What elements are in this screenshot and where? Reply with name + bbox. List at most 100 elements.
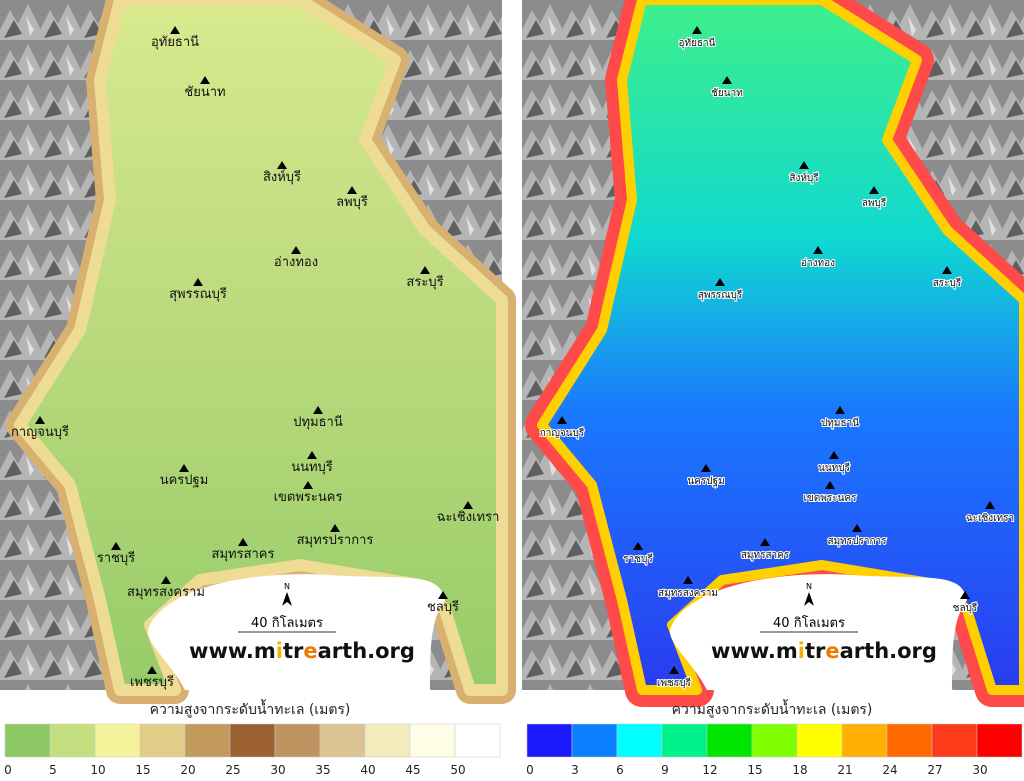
legend-swatch (274, 723, 321, 758)
legend-tick: 5 (49, 763, 57, 777)
legend-swatch (319, 723, 366, 758)
scale-label: 40 กิโลเมตร (251, 615, 323, 631)
watermark: www.mitrearth.org (189, 639, 415, 663)
city-label: อ่างทอง (274, 255, 318, 270)
city-marker (179, 464, 189, 472)
legend-swatch (184, 723, 231, 758)
city-label: ปทุมธานี (293, 414, 343, 430)
legend-swatch (409, 723, 456, 758)
city-label: ราชบุรี (97, 550, 135, 566)
city-marker (633, 542, 643, 550)
north-label: N (284, 582, 290, 591)
city-marker (277, 161, 287, 169)
city-marker (760, 538, 770, 546)
city-marker (330, 524, 340, 532)
city-marker (683, 576, 693, 584)
legend-swatch (571, 723, 618, 758)
city-label: อุทัยธานี (151, 34, 199, 50)
city-label: ลพบุรี (336, 194, 368, 210)
legend-tick: 0 (4, 763, 12, 777)
city-marker (111, 542, 121, 550)
city-label: ปทุมธานี (821, 417, 859, 429)
map-left (0, 0, 502, 690)
city-label: ฉะเชิงเทรา (966, 513, 1014, 524)
city-label: กาญจนบุรี (540, 427, 585, 439)
map-right (522, 0, 1024, 690)
city-marker (147, 666, 157, 674)
legend-swatch (4, 723, 51, 758)
city-marker (722, 76, 732, 84)
legend-tick: 30 (270, 763, 285, 777)
legend-swatch (706, 723, 753, 758)
city-label: ชัยนาท (711, 88, 743, 99)
city-marker (161, 576, 171, 584)
city-marker (692, 26, 702, 34)
legend-tick: 21 (837, 763, 852, 777)
legend-swatch (841, 723, 888, 758)
north-arrow (282, 592, 292, 606)
city-marker (438, 591, 448, 599)
north-arrow (804, 592, 814, 606)
legend-swatch (364, 723, 411, 758)
city-label: สมุทรสงคราม (658, 588, 718, 599)
legend-swatch (49, 723, 96, 758)
city-marker (825, 481, 835, 489)
city-label: สิงห์บุรี (263, 169, 301, 185)
city-marker (463, 501, 473, 509)
city-marker (35, 416, 45, 424)
city-label: ชลบุรี (953, 602, 978, 614)
city-label: สระบุรี (406, 274, 443, 290)
legend-swatch (886, 723, 933, 758)
legend-swatch (454, 723, 501, 758)
city-marker (715, 278, 725, 286)
legend-tick: 20 (180, 763, 195, 777)
city-label: สมุทรปราการ (297, 533, 374, 548)
legend-swatch (931, 723, 978, 758)
legend-tick: 30 (972, 763, 987, 777)
city-label: ชลบุรี (427, 599, 459, 615)
city-label: กาญจนบุรี (11, 424, 69, 440)
city-marker (960, 591, 970, 599)
city-marker (869, 186, 879, 194)
city-label: อุทัยธานี (678, 37, 715, 49)
city-label: สุพรรณบุรี (698, 289, 743, 301)
city-label: สระบุรี (933, 277, 962, 289)
city-marker (303, 481, 313, 489)
city-marker (829, 451, 839, 459)
legend-tick: 45 (405, 763, 420, 777)
city-marker (307, 451, 317, 459)
legend-tick: 35 (315, 763, 330, 777)
city-label: นนทบุรี (818, 462, 851, 474)
watermark-part: arth.org (840, 639, 937, 663)
legend-tick: 50 (450, 763, 465, 777)
watermark: www.mitrearth.org (711, 639, 937, 663)
legend-tick: 0 (526, 763, 534, 777)
city-label: เขตพระนคร (274, 490, 343, 505)
city-marker (347, 186, 357, 194)
legend-swatch (229, 723, 276, 758)
legend-tick: 25 (225, 763, 240, 777)
city-label: ชัยนาท (184, 85, 225, 100)
watermark-part: i (798, 639, 805, 663)
city-marker (557, 416, 567, 424)
city-marker (170, 26, 180, 34)
city-marker (200, 76, 210, 84)
legend-tick: 24 (882, 763, 897, 777)
watermark-part: e (825, 639, 839, 663)
city-marker (238, 538, 248, 546)
city-label: สมุทรสงคราม (127, 585, 205, 600)
city-label: สุพรรณบุรี (169, 286, 227, 302)
city-marker (852, 524, 862, 532)
watermark-part: i (276, 639, 283, 663)
scale-label: 40 กิโลเมตร (773, 615, 845, 631)
city-label: สมุทรปราการ (827, 536, 887, 547)
legend-tick: 40 (360, 763, 375, 777)
legend-swatch (616, 723, 663, 758)
watermark-part: arth.org (318, 639, 415, 663)
legend-tick: 3 (571, 763, 579, 777)
legend-swatch (976, 723, 1023, 758)
city-marker (942, 266, 952, 274)
city-label: ฉะเชิงเทรา (437, 510, 500, 525)
city-marker (701, 464, 711, 472)
city-marker (985, 501, 995, 509)
